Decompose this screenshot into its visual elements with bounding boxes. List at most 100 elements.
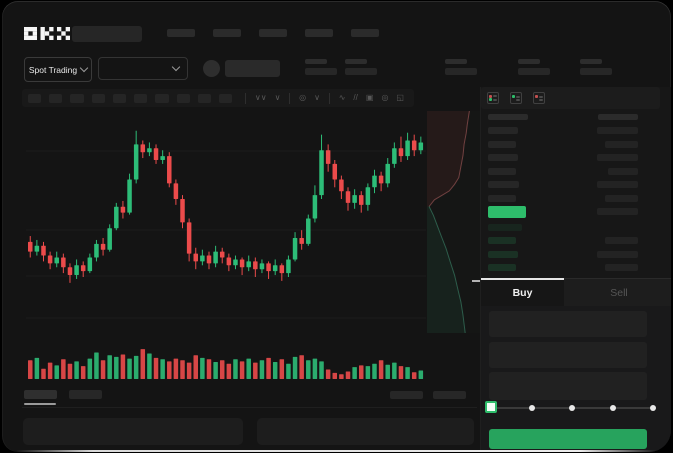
pair-avatar[interactable] (203, 60, 220, 77)
book-icon-dot (489, 94, 492, 98)
toolbar-item-placeholder[interactable] (70, 93, 84, 103)
stat-value-placeholder (345, 68, 377, 75)
market-type-label: Spot Trading (28, 64, 78, 75)
toolbar-item-placeholder[interactable] (134, 93, 148, 103)
price-row-amount-placeholder (597, 208, 638, 215)
stat-label-placeholder (580, 59, 602, 64)
toolbar-item-placeholder[interactable] (176, 93, 190, 103)
orderbook-view-toggles (481, 87, 660, 109)
nav-item-placeholder[interactable] (351, 29, 379, 37)
toolbar-item-placeholder[interactable] (197, 93, 211, 103)
tab-buy[interactable]: Buy (481, 278, 564, 306)
stat-block (518, 59, 550, 75)
book-icon-line (493, 98, 497, 101)
stat-block (580, 59, 612, 75)
bid-row-price-placeholder (488, 237, 516, 244)
stat-label-placeholder (305, 59, 327, 64)
stat-label-placeholder (445, 59, 467, 64)
ask-row-amount-placeholder (605, 194, 638, 202)
bottom-tabs (24, 390, 102, 406)
stat-block (445, 59, 477, 75)
ask-row-amount-placeholder (597, 154, 638, 161)
slider-stop[interactable] (609, 405, 616, 411)
last-price-bar (488, 206, 526, 218)
book-icon-dot (512, 95, 515, 98)
ask-row-amount-placeholder (608, 167, 638, 175)
stat-value-placeholder (580, 68, 612, 75)
bottom-tab-placeholder[interactable] (69, 390, 102, 399)
nav-item-placeholder[interactable] (167, 29, 195, 37)
slider-handle[interactable] (485, 401, 497, 413)
logo-adjacent-placeholder (72, 26, 142, 42)
overlays-dropdown-icon[interactable]: ∨ (314, 93, 321, 102)
nav-item-placeholder[interactable] (305, 29, 333, 37)
bottom-right-placeholder[interactable] (433, 391, 466, 399)
ask-row-price-placeholder (488, 167, 516, 175)
toolbar-item-placeholder[interactable] (218, 93, 233, 103)
order-book (488, 113, 638, 283)
bid-row-amount-placeholder (597, 250, 638, 258)
ask-row-amount-placeholder (605, 140, 638, 148)
bottom-tab-placeholder[interactable] (24, 390, 57, 399)
stat-label-placeholder (518, 59, 540, 64)
nav-item-placeholder[interactable] (259, 29, 287, 37)
toolbar-item-placeholder[interactable] (112, 93, 127, 103)
order-input-placeholder[interactable] (489, 372, 647, 400)
line-tools-icon[interactable]: ∿ (338, 93, 346, 102)
candlestick-chart (26, 113, 426, 333)
measure-icon[interactable]: // (353, 93, 358, 102)
buy-submit-button[interactable] (489, 429, 647, 449)
ask-row-amount-placeholder (597, 127, 638, 134)
stat-block (305, 59, 337, 75)
ask-row-price-placeholder (488, 127, 518, 134)
interval-dropdown-icon[interactable]: ∨∨ (254, 93, 267, 102)
slider-stop[interactable] (650, 405, 656, 411)
slider-stop[interactable] (528, 405, 535, 411)
book-icon-dot (535, 95, 538, 98)
book-asks-icon[interactable] (533, 92, 545, 104)
depth-profile (427, 111, 480, 333)
bottom-panel-placeholder (257, 418, 474, 445)
market-type-selector[interactable]: Spot Trading (24, 57, 92, 82)
book-icon-line (493, 95, 497, 98)
book-combined-icon[interactable] (487, 92, 499, 104)
nav-item-placeholder[interactable] (213, 29, 241, 37)
ask-row-price-placeholder (488, 181, 519, 188)
stat-value-placeholder (445, 68, 477, 75)
order-input-placeholder[interactable] (489, 311, 647, 337)
bottom-separator (22, 407, 477, 408)
toolbar-separator (289, 92, 291, 104)
bottom-right-placeholders (390, 391, 466, 399)
stat-value-placeholder (305, 68, 337, 75)
volume-chart (26, 339, 426, 379)
toolbar-item-placeholder[interactable] (28, 93, 42, 103)
toolbar-item-placeholder[interactable] (49, 93, 63, 103)
book-icon-mark (535, 95, 543, 98)
toolbar-item-placeholder[interactable] (91, 93, 105, 103)
book-header-right-placeholder (598, 114, 638, 120)
book-header-left-placeholder (488, 114, 528, 120)
book-icon-mark (512, 99, 520, 101)
bottom-right-placeholder[interactable] (390, 391, 423, 399)
amount-slider[interactable] (485, 401, 656, 414)
ask-row-price-placeholder (488, 140, 516, 148)
buy-tab-label: Buy (512, 287, 533, 299)
book-icon-mark (535, 99, 543, 101)
chart-style-icon[interactable]: ∨ (274, 93, 281, 102)
ask-row-price-placeholder (488, 194, 516, 202)
snapshot-icon[interactable]: ▣ (365, 93, 374, 102)
fullscreen-icon[interactable]: ◱ (396, 93, 404, 102)
target-icon[interactable]: ◎ (381, 93, 389, 102)
indicators-icon[interactable]: ◎ (299, 93, 307, 102)
order-input-placeholder[interactable] (489, 342, 647, 368)
book-bids-icon[interactable] (510, 92, 522, 104)
tab-sell[interactable]: Sell (564, 278, 671, 306)
toolbar-item-placeholder[interactable] (155, 93, 169, 103)
ask-row-amount-placeholder (597, 181, 638, 188)
chart-toolbar: ∨∨ ∨ ◎ ∨ ∿//▣ ◎ ◱ (22, 89, 414, 107)
okx-logo (24, 25, 70, 42)
pair-dropdown[interactable] (98, 57, 188, 80)
ask-row-price-placeholder (488, 154, 518, 161)
slider-stop[interactable] (569, 405, 575, 411)
